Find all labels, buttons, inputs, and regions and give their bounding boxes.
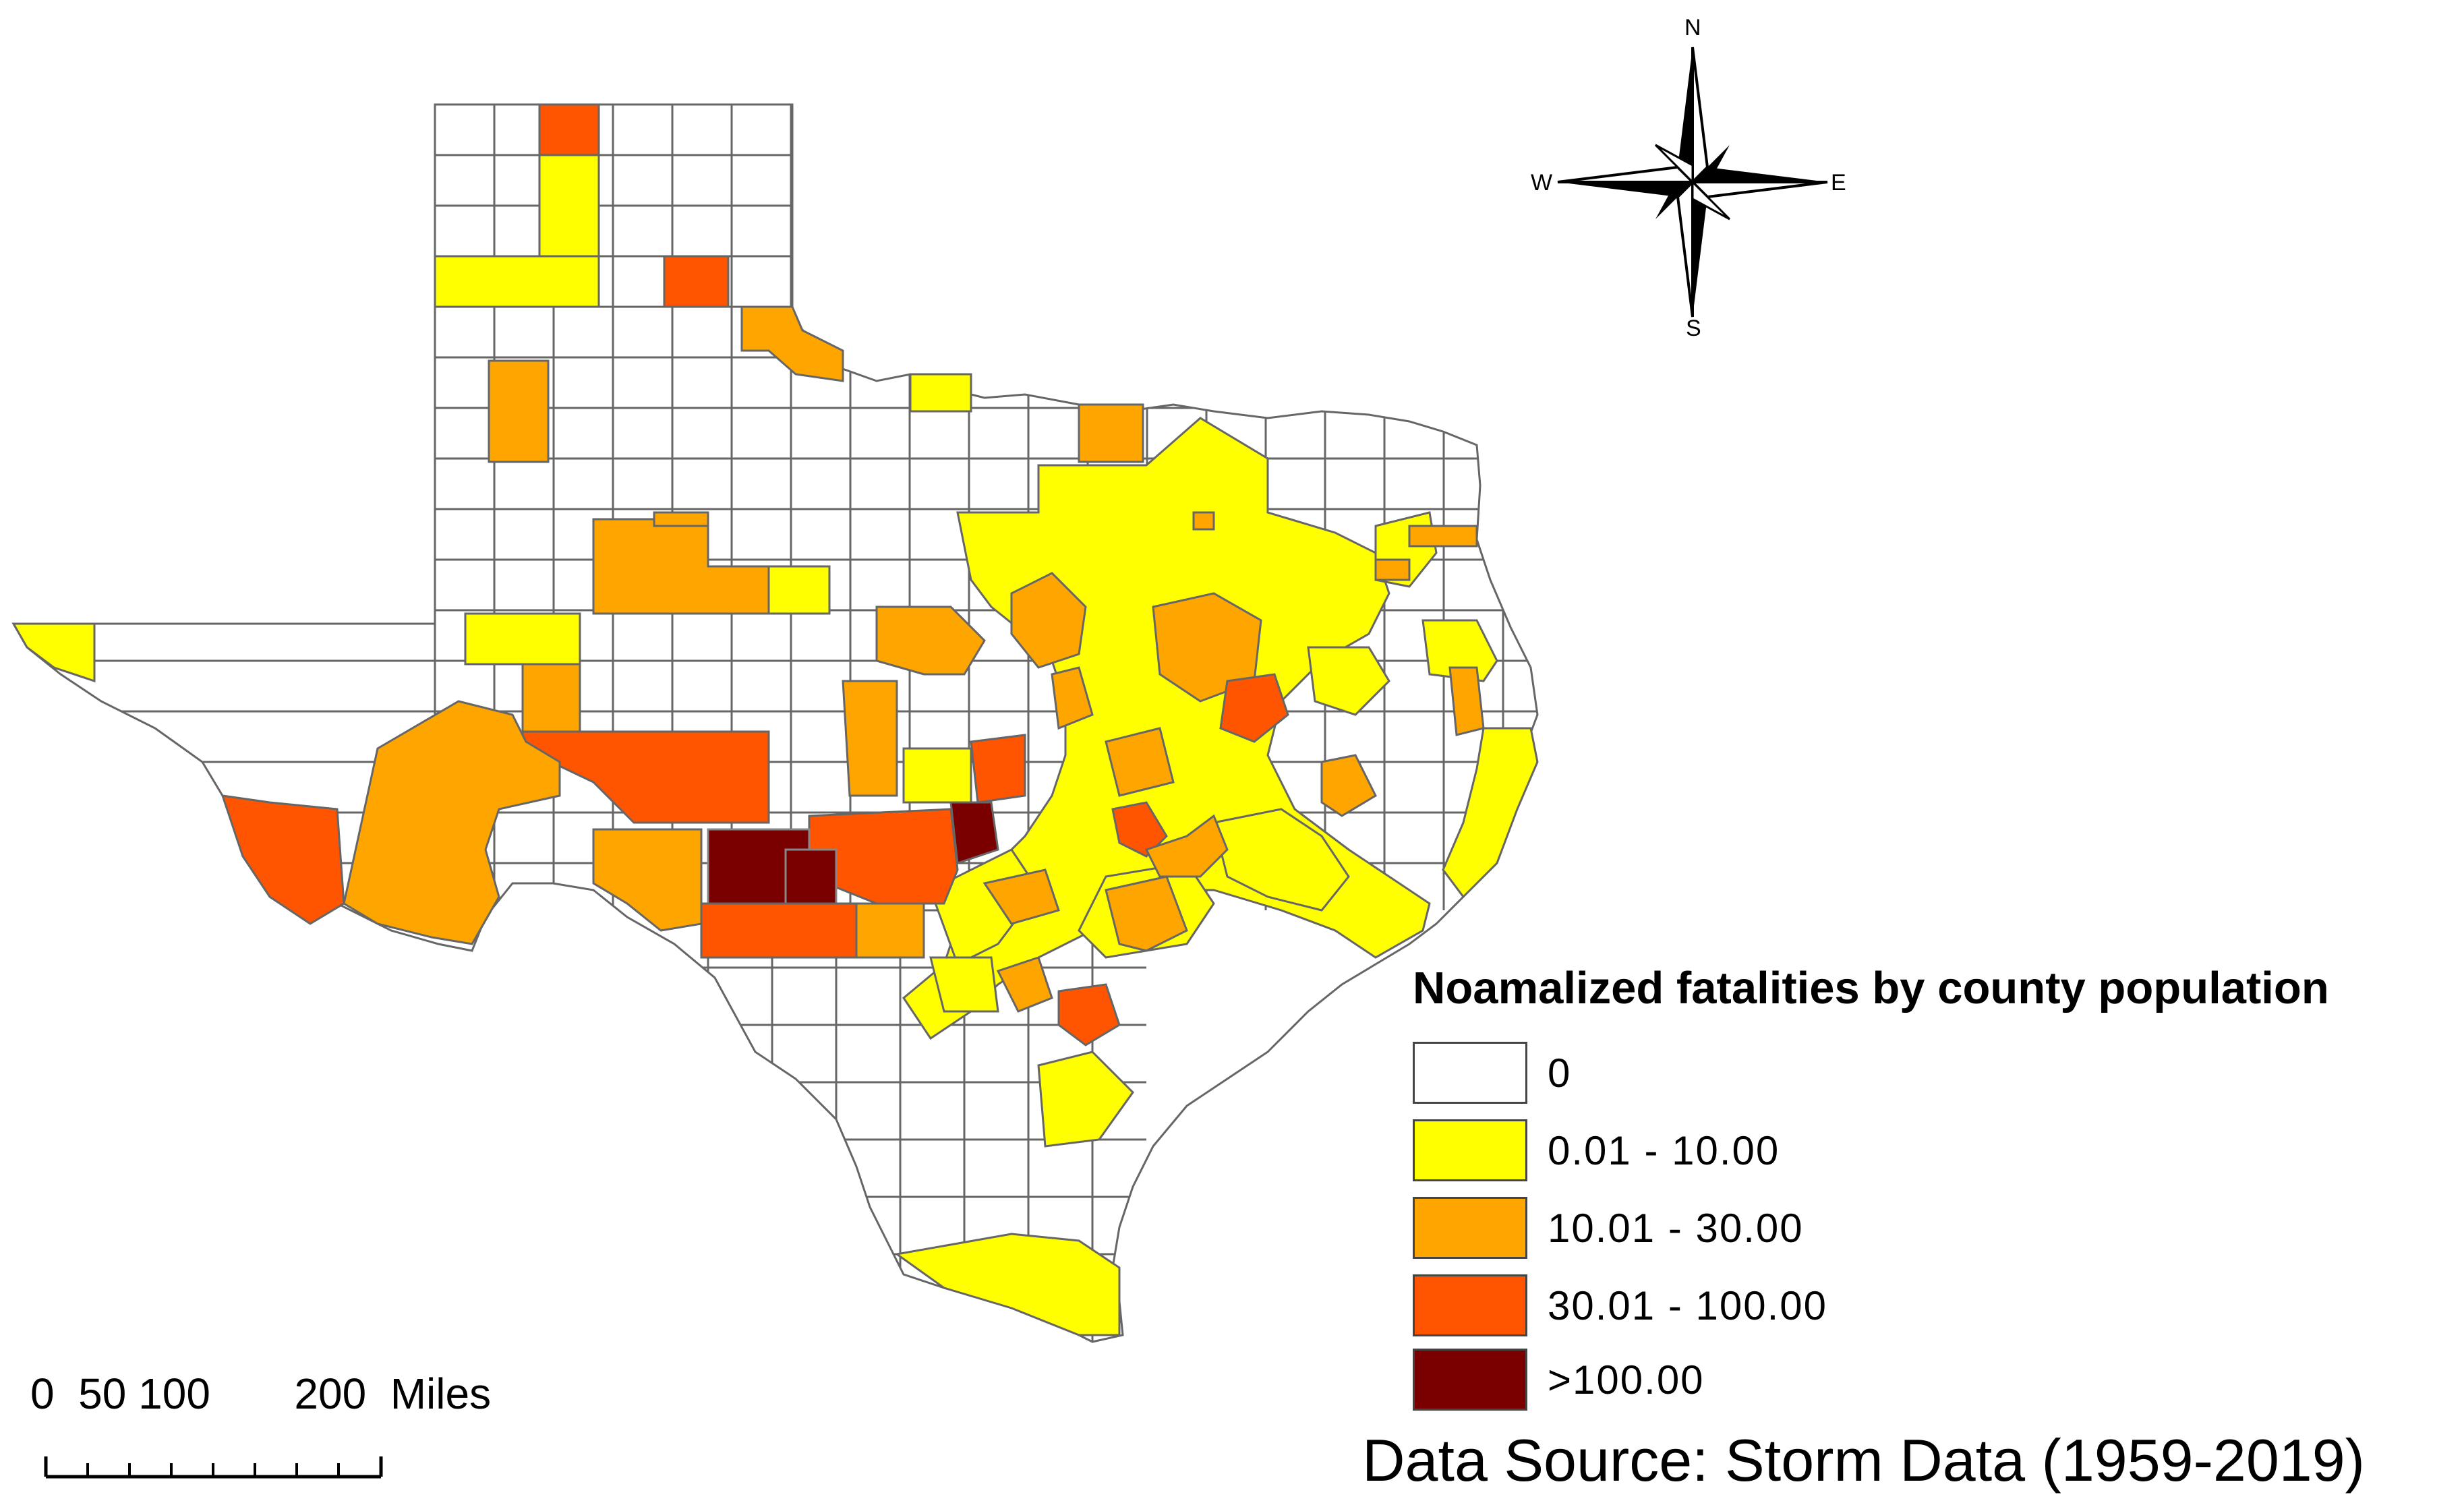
county-class-2 bbox=[855, 902, 925, 959]
colored-counties bbox=[11, 103, 1539, 1336]
legend-label: 10.01 - 30.00 bbox=[1548, 1206, 1804, 1251]
county-class-2 bbox=[1374, 558, 1411, 581]
north-arrow-compass-icon bbox=[1557, 47, 1828, 318]
county-class-2 bbox=[488, 359, 550, 463]
county-class-3 bbox=[538, 103, 600, 156]
scale-bar-labels: 0 50 100 200 Miles bbox=[30, 1369, 491, 1419]
legend-label: 0 bbox=[1548, 1051, 1572, 1096]
county-class-2 bbox=[343, 700, 561, 945]
county-class-2 bbox=[842, 680, 898, 797]
legend-label: 0.01 - 10.00 bbox=[1548, 1128, 1780, 1173]
county-class-1 bbox=[767, 565, 831, 615]
data-source-note: Data Source: Storm Data (1959-2019) bbox=[1362, 1427, 2365, 1494]
scale-bar bbox=[44, 1456, 383, 1479]
county-class-1 bbox=[894, 1233, 1121, 1336]
county-class-2 bbox=[1105, 875, 1188, 952]
county-class-2 bbox=[1078, 403, 1144, 463]
county-class-2 bbox=[740, 305, 844, 382]
county-class-2 bbox=[1105, 727, 1175, 797]
legend-swatch bbox=[1413, 1042, 1527, 1104]
texas-state-outline bbox=[11, 103, 1539, 1343]
county-class-3 bbox=[221, 794, 345, 925]
county-class-1 bbox=[1307, 646, 1390, 716]
county-class-3 bbox=[663, 255, 730, 308]
legend-label: 30.01 - 100.00 bbox=[1548, 1283, 1827, 1328]
county-class-1 bbox=[929, 956, 999, 1013]
county-class-1 bbox=[1442, 727, 1539, 899]
county-class-3 bbox=[1057, 983, 1121, 1046]
county-class-2 bbox=[653, 511, 709, 527]
county-class-2 bbox=[1320, 754, 1377, 817]
legend-swatch bbox=[1413, 1119, 1527, 1181]
county-class-3 bbox=[1219, 673, 1289, 743]
legend-title: Noamalized fatalities by county populati… bbox=[1413, 963, 2329, 1013]
scale-tick-label: 200 bbox=[294, 1369, 367, 1418]
county-class-2 bbox=[1010, 572, 1087, 669]
county-class-2 bbox=[1144, 814, 1229, 878]
county-class-2 bbox=[1192, 511, 1215, 531]
county-class-1 bbox=[909, 373, 972, 413]
county-class-2 bbox=[875, 606, 986, 676]
compass-south-label: S bbox=[1686, 316, 1701, 341]
county-class-1 bbox=[1421, 619, 1498, 682]
compass-west-label: W bbox=[1531, 170, 1553, 196]
county-class-1 bbox=[11, 622, 96, 683]
legend-swatch bbox=[1413, 1274, 1527, 1336]
county-class-2 bbox=[1448, 666, 1485, 736]
compass-east-label: E bbox=[1831, 170, 1846, 196]
county-class-2 bbox=[1051, 666, 1094, 730]
compass-north-label: N bbox=[1684, 15, 1701, 40]
scale-tick-label: 100 bbox=[138, 1369, 210, 1418]
county-class-2 bbox=[996, 956, 1053, 1013]
legend-swatch bbox=[1413, 1197, 1527, 1259]
county-class-1 bbox=[434, 255, 600, 308]
county-class-1 bbox=[1212, 808, 1350, 912]
county-class-1 bbox=[464, 612, 581, 666]
scale-unit-label: Miles bbox=[390, 1369, 492, 1418]
county-class-4 bbox=[784, 848, 838, 905]
county-class-1 bbox=[902, 747, 972, 804]
legend-swatch bbox=[1413, 1349, 1527, 1411]
county-class-1 bbox=[538, 154, 600, 258]
county-class-2 bbox=[1408, 525, 1478, 548]
legend-label: >100.00 bbox=[1548, 1357, 1705, 1403]
county-class-2 bbox=[592, 828, 703, 932]
scale-tick-label: 0 bbox=[30, 1369, 55, 1418]
county-class-3 bbox=[970, 734, 1026, 804]
county-class-2 bbox=[982, 868, 1060, 925]
scale-tick-label: 50 bbox=[78, 1369, 127, 1418]
county-class-1 bbox=[1037, 1051, 1134, 1148]
county-class-2 bbox=[521, 663, 581, 733]
